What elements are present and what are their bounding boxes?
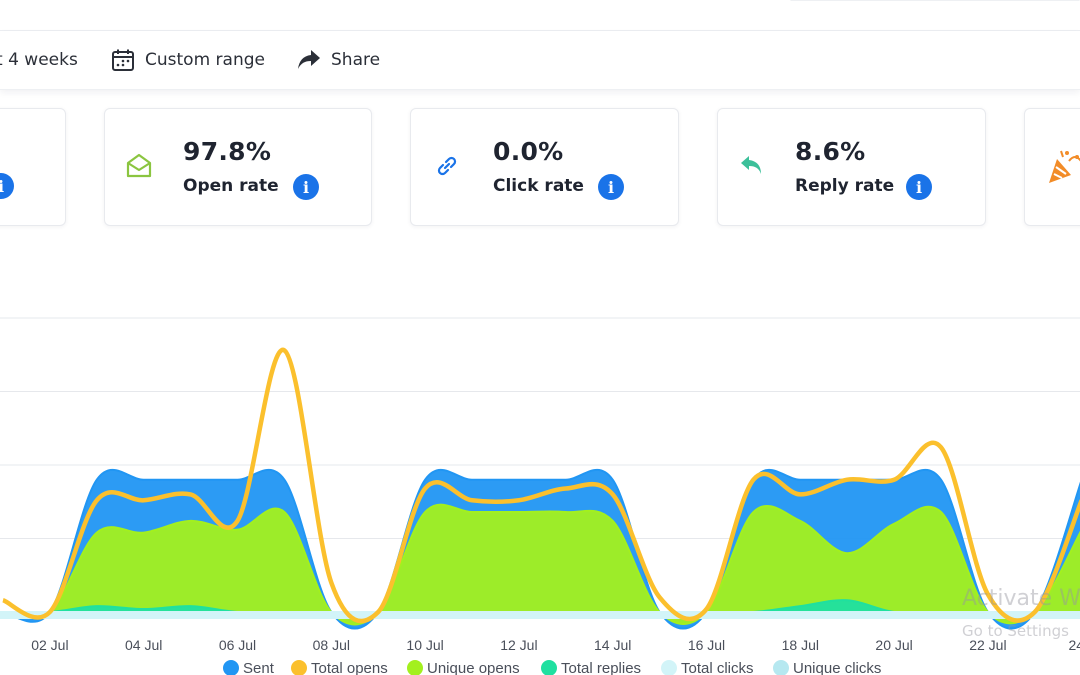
stat-card-partial-right [1024, 108, 1080, 226]
x-tick-label: 20 Jul [875, 637, 912, 653]
open-rate-label: Open rate [183, 176, 279, 196]
chart-legend: Sent Total opens Unique opens Total replies… [223, 660, 881, 675]
stat-card-click-rate: 0.0% Click rate i [410, 108, 679, 226]
activate-windows-watermark: Activate W [962, 586, 1080, 611]
x-tick-label: 06 Jul [219, 637, 256, 653]
legend-item-unique-clicks[interactable]: Unique clicks [773, 660, 881, 675]
x-tick-label: 02 Jul [31, 637, 68, 653]
legend-item-total-clicks[interactable]: Total clicks [661, 660, 754, 675]
legend-swatch [661, 660, 677, 675]
date-toolbar: t 4 weeks Custom range Share [0, 31, 1080, 90]
legend-item-total-replies[interactable]: Total replies [541, 660, 641, 675]
x-tick-label: 24 J [1068, 637, 1080, 653]
envelope-open-icon [126, 153, 152, 178]
legend-swatch [223, 660, 239, 675]
legend-item-total-opens[interactable]: Total opens [291, 660, 388, 675]
stat-card-reply-rate: 8.6% Reply rate i [717, 108, 986, 226]
legend-swatch [407, 660, 423, 675]
legend-label: Unique clicks [793, 660, 881, 675]
x-tick-label: 22 Jul [969, 637, 1006, 653]
x-tick-label: 16 Jul [688, 637, 725, 653]
series-area-total-clicks [0, 611, 1080, 619]
legend-label: Total opens [311, 660, 388, 675]
legend-label: Sent [243, 660, 275, 675]
share-button[interactable]: Share [297, 31, 380, 89]
activity-chart: 02 Jul 04 Jul 06 Jul 08 Jul 10 Jul 12 Jul 14 J… [0, 317, 1080, 675]
click-rate-value: 0.0% [493, 137, 564, 166]
calendar-icon [112, 49, 134, 71]
legend-label: Total clicks [681, 660, 754, 675]
share-arrow-icon [298, 50, 320, 69]
reply-rate-info-icon[interactable]: i [906, 174, 932, 200]
last-4-weeks-label: t 4 weeks [0, 50, 78, 70]
reply-rate-value: 8.6% [795, 137, 866, 166]
top-stub [790, 0, 1080, 1]
x-tick-label: 12 Jul [500, 637, 537, 653]
legend-label: Unique opens [427, 660, 520, 675]
x-tick-label: 14 Jul [594, 637, 631, 653]
series-line-total-opens [2, 348, 1080, 624]
info-icon[interactable]: i [0, 173, 14, 199]
x-tick-label: 04 Jul [125, 637, 162, 653]
legend-item-sent[interactable]: Sent [223, 660, 275, 675]
click-rate-label: Click rate [493, 176, 584, 196]
activate-windows-settings-watermark: Go to Settings [962, 622, 1069, 640]
legend-swatch [541, 660, 557, 675]
chart-areas [0, 348, 1080, 630]
stat-card-open-rate: 97.8% Open rate i [104, 108, 372, 226]
legend-swatch [291, 660, 307, 675]
last-4-weeks-button[interactable]: t 4 weeks [0, 31, 78, 89]
open-rate-value: 97.8% [183, 137, 272, 166]
series-area-unique-opens [2, 503, 1080, 626]
x-tick-label: 08 Jul [313, 637, 350, 653]
top-band [0, 0, 1080, 31]
party-popper-icon [1049, 150, 1080, 183]
click-rate-info-icon[interactable]: i [598, 174, 624, 200]
reply-rate-label: Reply rate [795, 176, 895, 196]
custom-range-button[interactable]: Custom range [111, 31, 265, 89]
stat-card-partial-left: i [0, 108, 66, 226]
open-rate-info-icon[interactable]: i [293, 174, 319, 200]
legend-swatch [773, 660, 789, 675]
reply-icon [741, 156, 761, 174]
link-icon [437, 156, 457, 176]
legend-item-unique-opens[interactable]: Unique opens [407, 660, 520, 675]
custom-range-label: Custom range [145, 50, 265, 70]
x-tick-label: 10 Jul [406, 637, 443, 653]
x-tick-label: 18 Jul [782, 637, 819, 653]
x-axis-ticks: 02 Jul 04 Jul 06 Jul 08 Jul 10 Jul 12 Jul 14 J… [31, 637, 1080, 653]
share-label: Share [331, 50, 381, 70]
legend-label: Total replies [561, 660, 641, 675]
